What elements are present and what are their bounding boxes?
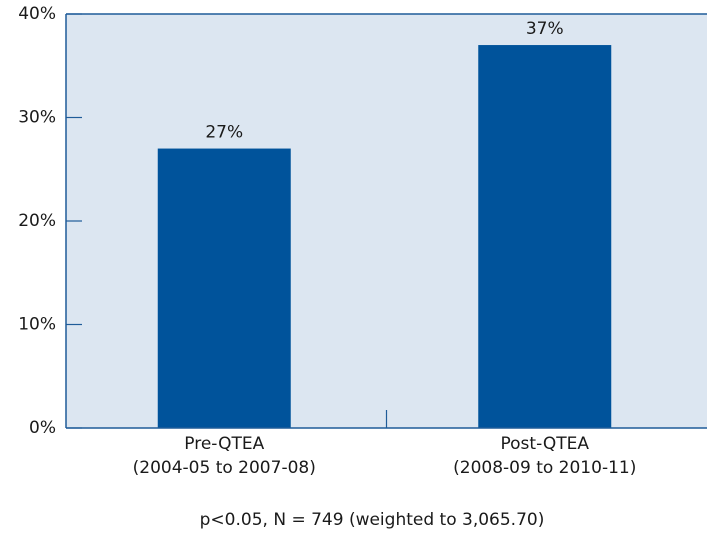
x-tick-label: Post-QTEA	[501, 434, 590, 454]
chart-note: p<0.05, N = 749 (weighted to 3,065.70)	[200, 510, 545, 530]
x-tick-label: (2004-05 to 2007-08)	[133, 458, 316, 478]
bar	[478, 45, 612, 429]
x-tick-label: Pre-QTEA	[184, 434, 264, 454]
data-label: 27%	[205, 123, 243, 143]
y-tick-label: 20%	[18, 211, 56, 231]
data-label: 37%	[526, 19, 564, 39]
y-tick-label: 0%	[29, 418, 56, 438]
bar	[157, 148, 291, 429]
y-tick-label: 30%	[18, 108, 56, 128]
y-tick-label: 40%	[18, 4, 56, 24]
y-tick-label: 10%	[18, 315, 56, 335]
x-tick-label: (2008-09 to 2010-11)	[453, 458, 636, 478]
